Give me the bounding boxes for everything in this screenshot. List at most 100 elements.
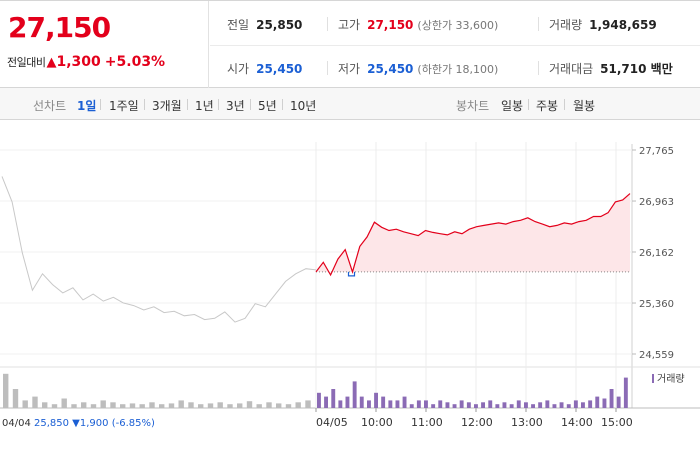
high-value: 27,150 [367, 18, 414, 32]
chart-period-tabs: 선차트 1일 1주일 3개월 1년 3년 5년 10년 봉차트 일봉 주봉 월봉 [0, 88, 700, 120]
volume-legend-label: 거래량 [657, 373, 685, 385]
volume-bar-prev-day [51, 404, 58, 408]
volume-cell: 거래량 1,948,659 [549, 16, 657, 33]
volume-bar-today [367, 400, 371, 408]
volume-bar-today [338, 400, 343, 408]
low-value: 25,450 [367, 62, 414, 76]
volume-bar-today [566, 404, 571, 408]
amount-value: 51,710 백만 [600, 62, 673, 76]
divider [327, 61, 328, 75]
volume-bar-today [545, 400, 550, 408]
volume-bar-prev-day [139, 404, 145, 408]
volume-bar-today [445, 402, 450, 408]
volume-bar-today [509, 404, 514, 408]
volume-bar-today [602, 398, 607, 408]
volume-bar-prev-day [285, 404, 292, 408]
volume-label: 거래량 [549, 18, 583, 32]
tab-weekly-candle[interactable]: 주봉 [536, 99, 559, 113]
volume-bar-today [609, 389, 614, 408]
tab-divider [282, 99, 283, 110]
prev-close-cell: 전일 25,850 [227, 16, 302, 33]
low-cell: 저가 25,450 (하한가 18,100) [338, 60, 498, 77]
high-label: 고가 [338, 18, 361, 32]
volume-bar-today [616, 396, 621, 408]
prev-day-summary-part: (-6.85%) [109, 418, 155, 429]
volume-bar-prev-day [276, 403, 282, 408]
volume-bar-prev-day [178, 400, 184, 408]
volume-bar-prev-day [22, 400, 28, 408]
today-price-below-baseline [347, 271, 356, 277]
intraday-price-chart[interactable]: 27,765 26,963 26,162 25,360 24,559 거래량 04/05 10… [0, 120, 700, 450]
volume-bar-today [438, 400, 443, 408]
up-arrow-icon: ▲ [46, 54, 57, 70]
volume-bar-today [381, 396, 386, 408]
prev-day-summary-part: 04/04 [2, 418, 31, 429]
price-chart-svg: 27,765 26,963 26,162 25,360 24,559 거래량 04/05 10… [0, 142, 700, 429]
candle-chart-heading: 봉차트 [456, 99, 490, 113]
current-price-box: 27,150 전일대비▲1,300 +5.03% [0, 1, 209, 89]
tab-3months[interactable]: 3개월 [152, 99, 182, 113]
tab-3years[interactable]: 3년 [226, 99, 245, 113]
price-change-row: 전일대비▲1,300 +5.03% [7, 54, 165, 70]
volume-bar-today [459, 400, 464, 408]
tab-1day[interactable]: 1일 [77, 99, 97, 113]
volume-bar-prev-day [217, 402, 223, 408]
volume-bar-today [317, 392, 321, 408]
tab-10years[interactable]: 10년 [290, 99, 317, 113]
volume-bar-today [488, 400, 493, 408]
tab-5years[interactable]: 5년 [258, 99, 277, 113]
volume-bar-today [581, 402, 585, 408]
tab-monthly-candle[interactable]: 월봉 [573, 99, 596, 113]
lower-limit: (하한가 18,100) [417, 63, 499, 76]
volume-bar-today [331, 389, 336, 408]
tab-divider [187, 99, 188, 110]
volume-bar-today [452, 404, 457, 408]
volume-bar-prev-day [227, 404, 233, 408]
x-tick-label: 12:00 [461, 416, 493, 429]
volume-bar-prev-day [110, 402, 116, 408]
volume-bar-today [409, 404, 414, 408]
x-tick-label: 13:00 [511, 416, 543, 429]
volume-bar-today [552, 404, 557, 408]
volume-bar-prev-day [207, 403, 214, 408]
volume-value: 1,948,659 [589, 18, 657, 32]
row-divider [210, 45, 700, 46]
y-tick-label: 25,360 [639, 299, 674, 310]
volume-bar-prev-day [42, 402, 48, 408]
volume-bar-today [481, 402, 485, 408]
today-price-area [316, 193, 630, 275]
tab-1week[interactable]: 1주일 [109, 99, 139, 113]
open-label: 시가 [227, 62, 250, 76]
change-value: 1,300 [56, 54, 101, 70]
x-tick-label: 14:00 [561, 416, 593, 429]
volume-bar-prev-day [61, 398, 67, 408]
volume-bar-today [416, 400, 421, 408]
tab-divider [144, 99, 145, 110]
prev-day-summary-part: ▼ [69, 418, 80, 429]
volume-bar-prev-day [120, 404, 126, 408]
volume-bar-prev-day [71, 404, 77, 408]
prev-day-summary-part: 25,850 [31, 418, 69, 429]
volume-bar-today [516, 400, 521, 408]
volume-bar-today [424, 400, 428, 408]
tab-divider [218, 99, 219, 110]
y-tick-label: 24,559 [639, 350, 674, 361]
volume-bar-today [466, 402, 471, 408]
x-tick-label: 10:00 [361, 416, 393, 429]
volume-bar-today [595, 396, 600, 408]
volume-bar-today [359, 396, 364, 408]
upper-limit: (상한가 33,600) [417, 19, 499, 32]
tab-divider [564, 99, 565, 110]
tab-divider [528, 99, 529, 110]
volume-bar-prev-day [237, 403, 243, 408]
volume-bar-prev-day [168, 403, 175, 408]
volume-bar-prev-day [198, 404, 204, 408]
high-cell: 고가 27,150 (상한가 33,600) [338, 16, 498, 33]
volume-bar-today [502, 402, 507, 408]
volume-bar-today [395, 400, 400, 408]
volume-bar-prev-day [12, 389, 19, 408]
tab-1year[interactable]: 1년 [195, 99, 214, 113]
divider [327, 17, 328, 31]
volume-bar-prev-day [90, 404, 97, 408]
tab-daily-candle[interactable]: 일봉 [501, 99, 524, 113]
